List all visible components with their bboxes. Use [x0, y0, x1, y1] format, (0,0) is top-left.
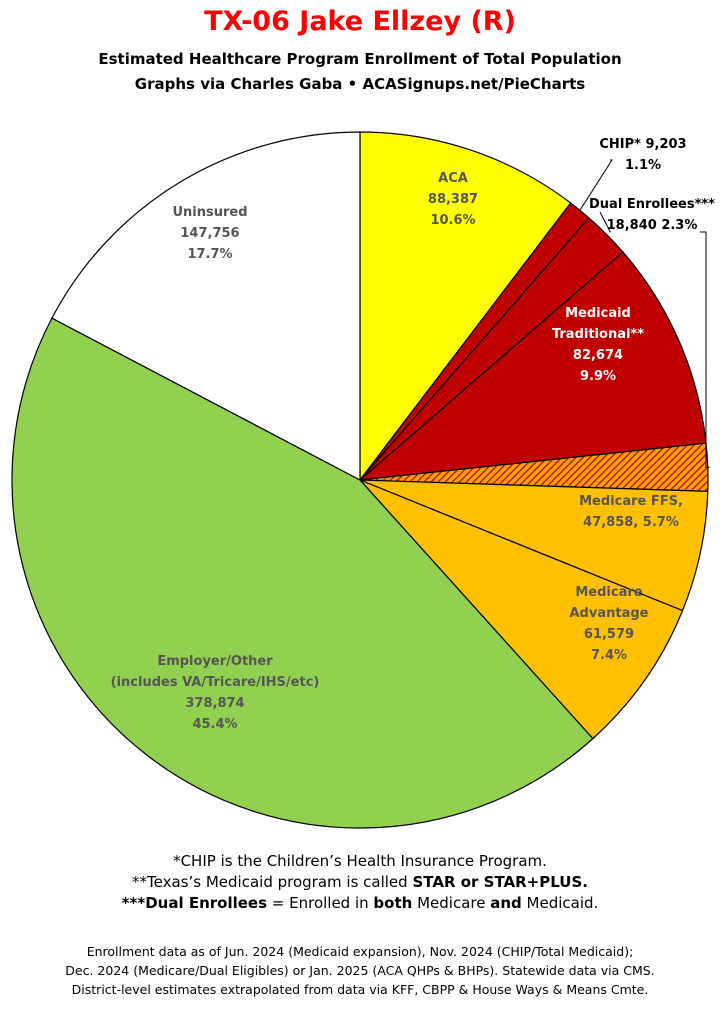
slice-aca [359, 131, 572, 482]
data-sources: Enrollment data as of Jun. 2024 (Medicai… [0, 942, 720, 999]
slice-labels: ACA 88,387 10.6% CHIP* 9,203 1.1% Dual Enroll… [111, 137, 716, 732]
footnote-medicaid: **Texas’s Medicaid program is called STA… [132, 873, 588, 891]
chart-title: TX-06 Jake Ellzey (R) [204, 6, 516, 37]
slice-medicaid-traditional [358, 251, 707, 481]
source-line-2: Dec. 2024 (Medicare/Dual Eligibles) or J… [65, 963, 655, 978]
label-uninsured: Uninsured 147,756 17.7% [172, 205, 247, 262]
source-line-3: District-level estimates extrapolated fr… [71, 982, 649, 997]
chart-credit: Graphs via Charles Gaba • ACASignups.net… [134, 75, 586, 93]
leader-dual-enrollees [599, 211, 611, 233]
slice-employer-other-includes-va-tricare-ihs-etc [11, 317, 594, 829]
pie-slices [11, 131, 709, 829]
chart-subtitle: Estimated Healthcare Program Enrollment … [98, 50, 622, 68]
label-medicare-advantage: Medicare Advantage 61,579 7.4% [570, 585, 649, 663]
label-employer-other-includes-va-tricare-ihs-etc: Employer/Other (includes VA/Tricare/IHS/e… [111, 654, 320, 732]
label-chip: CHIP* 9,203 1.1% [599, 137, 686, 173]
label-aca: ACA 88,387 10.6% [428, 171, 478, 228]
footnote-dual: ***Dual Enrollees = Enrolled in both Med… [121, 894, 599, 912]
footnotes: *CHIP is the Children’s Health Insurance… [0, 851, 720, 914]
leader-chip [579, 159, 613, 211]
leader-lines [579, 159, 710, 468]
leader-dual-enrollees-hatched [700, 231, 710, 468]
footnote-chip: *CHIP is the Children’s Health Insurance… [173, 852, 547, 870]
label-dual-enrollees: Dual Enrollees*** 18,840 2.3% [589, 197, 715, 233]
slice-medicare-advantage [359, 479, 684, 740]
slice-uninsured [51, 131, 361, 481]
label-medicare-ffs: Medicare FFS, 47,858, 5.7% [579, 494, 683, 530]
label-medicaid-traditional: Medicaid Traditional** 82,674 9.9% [552, 306, 644, 384]
source-line-1: Enrollment data as of Jun. 2024 (Medicai… [86, 944, 634, 959]
